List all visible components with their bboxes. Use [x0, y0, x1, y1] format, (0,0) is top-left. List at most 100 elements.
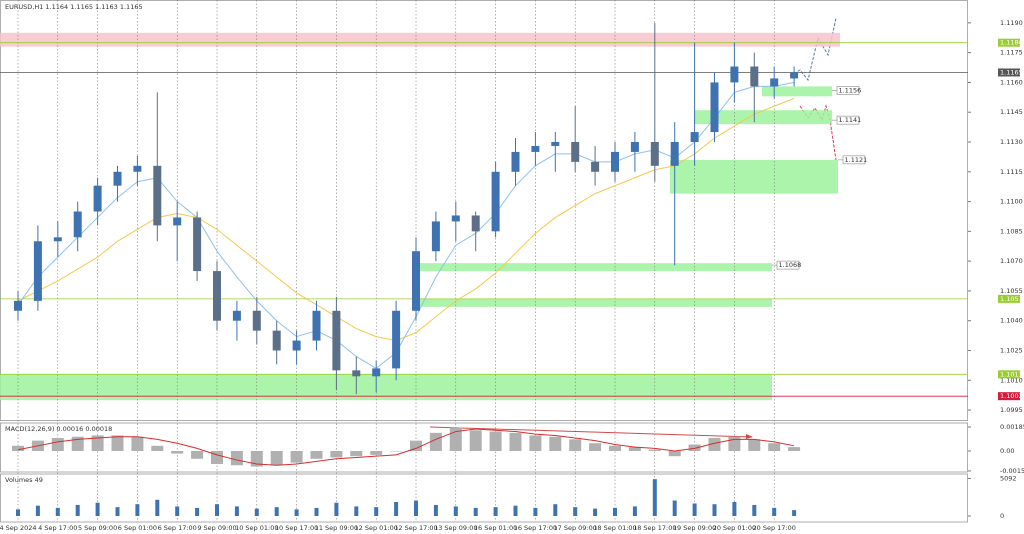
macd-bar: [91, 435, 104, 451]
volume-bar: [533, 507, 538, 516]
macd-bar: [310, 451, 323, 459]
moving-average: [17, 81, 795, 369]
candle-body: [33, 241, 42, 301]
candle-body: [193, 217, 202, 272]
macd-bar: [748, 439, 761, 451]
price-level-box: [998, 38, 1020, 47]
macd-bar: [171, 451, 184, 454]
y-tick-label: 1.1130: [1000, 138, 1023, 146]
macd-bar: [390, 451, 403, 452]
volume-bar: [175, 506, 180, 516]
x-tick-label: 12 Sep 17:00: [394, 524, 437, 532]
macd-bar: [609, 445, 621, 451]
volume-bar: [215, 504, 219, 516]
macd-bar: [250, 451, 263, 467]
candle-body: [332, 310, 341, 371]
macd-bar: [270, 451, 283, 466]
price-level-box: [998, 370, 1020, 379]
y-tick-label: -0.00154: [1000, 467, 1024, 475]
y-tick-label: 1.1175: [1000, 49, 1023, 57]
y-tick-label: 1.1160: [1000, 78, 1023, 86]
x-tick-label: 16 Sep 17:00: [514, 524, 557, 532]
macd-bar: [230, 451, 243, 466]
y-tick-label: 1.1055: [1000, 287, 1023, 295]
macd-bar: [569, 439, 582, 451]
macd-bar: [12, 445, 24, 451]
volume-bar: [135, 504, 140, 516]
macd-bar: [489, 431, 502, 451]
volume-bar: [334, 502, 339, 516]
x-tick-label: 10 Sep 17:00: [275, 524, 318, 532]
trend-arrow: [746, 434, 753, 439]
zone-tag-box: [836, 86, 860, 95]
x-tick-label: 6 Sep 17:00: [158, 524, 197, 532]
y-tick-label: 0.00185: [1000, 423, 1024, 431]
candle-body: [392, 310, 401, 369]
volume-bar: [16, 509, 20, 516]
macd-panel: [0, 422, 968, 473]
zone-tag: 1.1141: [839, 116, 862, 124]
macd-bar: [648, 449, 661, 451]
volume-bar: [792, 510, 797, 516]
symbol-title: EURUSD,H1 1.1164 1.1165 1.1163 1.1165: [5, 3, 143, 11]
volume-bar: [712, 504, 717, 516]
price-level-label: 1.1013: [1000, 370, 1023, 378]
candle-body: [471, 215, 480, 232]
zone-tag-box: [776, 260, 800, 270]
candle-body: [173, 217, 182, 226]
candle-body: [73, 211, 82, 238]
macd-bar: [449, 427, 462, 451]
candle-body: [630, 141, 639, 152]
x-tick-label: 5 Sep 09:00: [78, 524, 117, 532]
candle-body: [14, 300, 22, 311]
price-level-label: 1.1051: [1000, 295, 1023, 303]
zone: [670, 159, 838, 194]
zone: [694, 110, 832, 125]
y-tick-label: 0: [1000, 512, 1004, 520]
macd-bar: [529, 435, 542, 451]
macd-bar: [290, 451, 303, 463]
macd-bar: [51, 438, 64, 451]
volume-bar: [632, 506, 637, 516]
y-tick-label: 1.1190: [1000, 19, 1023, 27]
candle-body: [113, 171, 122, 186]
x-tick-label: 4 Sep 17:00: [38, 524, 77, 532]
volume-bar: [75, 504, 80, 516]
x-tick-label: 16 Sep 01:00: [474, 524, 517, 532]
price-panel: [0, 0, 968, 421]
macd-bar: [768, 443, 781, 451]
candle-body: [750, 66, 759, 87]
x-tick-label: 10 Sep 01:00: [235, 524, 278, 532]
macd-bar: [151, 445, 164, 451]
macd-trendline: [429, 426, 753, 438]
macd-bar: [589, 443, 602, 451]
volume-bar: [354, 506, 359, 516]
candle-body: [611, 151, 619, 172]
macd-bar: [549, 436, 562, 451]
y-tick-label: 1.1115: [1000, 168, 1023, 176]
macd-signal: [17, 428, 795, 466]
volume-title: Volumes 49: [5, 476, 43, 484]
y-tick-label: 1.1070: [1000, 257, 1023, 265]
candle-body: [710, 82, 719, 133]
volume-bar: [35, 505, 40, 516]
y-tick-label: 1.1145: [1000, 108, 1023, 116]
price-level-label: 1.1002: [1000, 392, 1023, 400]
x-tick-label: 18 Sep 17:00: [633, 524, 676, 532]
candle-body: [770, 78, 779, 87]
zone: [412, 263, 772, 272]
zone-tag: 1.1068: [779, 261, 802, 269]
volume-bar: [95, 502, 100, 516]
candle-body: [730, 66, 739, 83]
candle-body: [431, 221, 440, 252]
y-tick-label: 1.1100: [1000, 198, 1023, 206]
candle-body: [252, 310, 261, 331]
macd-bar: [191, 451, 204, 459]
candle-body: [551, 141, 560, 146]
macd-bar: [469, 430, 482, 451]
candle-body: [412, 251, 420, 311]
candle-body: [690, 132, 699, 142]
macd-bar: [509, 432, 522, 451]
candle-body: [232, 310, 241, 321]
candle-body: [53, 237, 62, 242]
